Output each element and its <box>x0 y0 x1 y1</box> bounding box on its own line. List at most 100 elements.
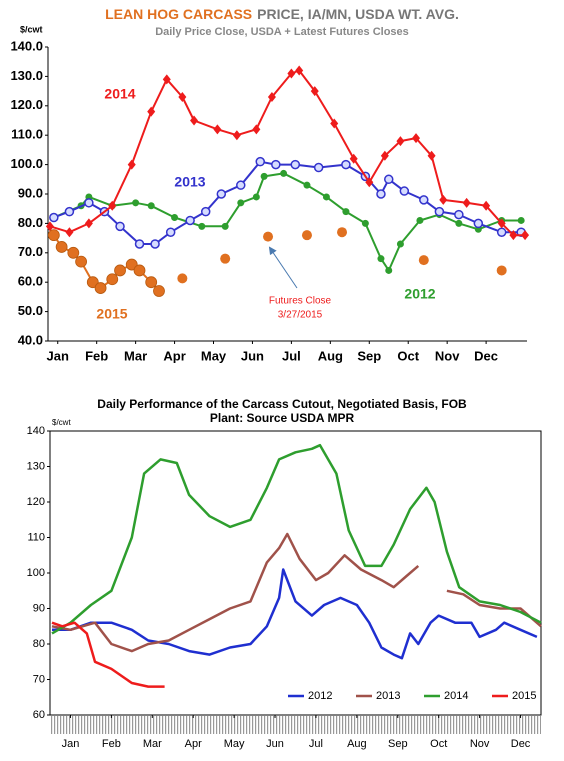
y-tick-label: 100 <box>27 567 45 579</box>
marker <box>473 218 484 229</box>
y-tick-label: 110.0 <box>11 127 43 142</box>
marker <box>177 273 188 284</box>
marker <box>396 240 404 248</box>
marker <box>133 264 146 277</box>
marker <box>200 206 211 217</box>
plot-frame <box>49 430 542 716</box>
chart-title: Plant: Source USDA MPR <box>210 411 355 425</box>
marker <box>377 255 385 263</box>
marker <box>399 186 410 196</box>
marker <box>310 86 319 97</box>
x-tick-label: Dec <box>511 738 531 750</box>
x-tick-label: Sep <box>388 738 408 750</box>
marker <box>147 106 156 117</box>
marker <box>385 266 393 274</box>
x-tick-label: Jan <box>62 738 80 750</box>
annotation: 3/27/2015 <box>278 310 323 321</box>
x-tick-label: Oct <box>397 348 419 363</box>
marker <box>162 74 171 85</box>
marker <box>47 229 60 242</box>
legend-label: 2012 <box>308 690 332 702</box>
marker <box>134 239 145 249</box>
marker <box>255 156 265 167</box>
marker <box>496 265 507 276</box>
marker <box>280 169 288 177</box>
marker <box>349 153 358 164</box>
y-tick-label: 70.0 <box>18 244 43 259</box>
x-tick-label: Nov <box>470 738 490 750</box>
y-tick-label: 140 <box>27 425 45 437</box>
marker <box>221 222 229 230</box>
y-tick-label: 120 <box>27 496 45 508</box>
x-tick-label: Jan <box>47 348 69 363</box>
marker <box>365 177 374 188</box>
marker <box>454 209 464 220</box>
annotation-arrow <box>268 246 298 289</box>
x-tick-label: Jun <box>241 348 264 363</box>
marker <box>330 118 339 129</box>
y-tick-label: 130.0 <box>10 68 43 83</box>
marker <box>434 206 445 217</box>
y-tick-label: 60 <box>33 709 45 721</box>
series-line <box>51 621 165 688</box>
y-tick-label: 80 <box>33 638 45 650</box>
y-axis-unit: $/cwt <box>52 418 71 427</box>
x-tick-label: Jul <box>309 738 323 750</box>
x-tick-label: Mar <box>143 738 162 750</box>
marker <box>271 159 281 170</box>
marker <box>322 193 330 201</box>
marker <box>509 230 518 241</box>
legend-label: 2013 <box>376 690 400 702</box>
x-tick-label: Feb <box>85 348 108 363</box>
x-tick-label: Jun <box>266 738 284 750</box>
marker <box>439 194 448 205</box>
marker <box>190 115 199 126</box>
y-tick-label: 70 <box>33 673 45 685</box>
marker <box>313 162 324 173</box>
y-axis-unit: $/cwt <box>20 24 43 34</box>
marker <box>150 239 160 249</box>
marker <box>198 222 206 230</box>
marker <box>517 216 525 224</box>
chart-subtitle: Daily Price Close, USDA + Latest Futures… <box>155 26 409 38</box>
marker <box>67 246 80 259</box>
x-tick-label: Apr <box>163 348 185 363</box>
marker <box>301 230 312 241</box>
marker <box>64 206 75 217</box>
marker <box>236 180 246 190</box>
marker <box>287 68 296 79</box>
marker <box>106 273 119 286</box>
marker <box>94 282 107 294</box>
marker <box>361 219 369 227</box>
marker <box>496 227 507 237</box>
marker <box>497 218 506 229</box>
x-tick-label: Nov <box>435 348 460 363</box>
marker <box>147 202 155 210</box>
marker <box>290 159 301 170</box>
marker <box>455 219 463 227</box>
marker <box>482 200 491 211</box>
y-tick-label: 90.0 <box>18 185 43 200</box>
marker <box>416 216 424 224</box>
marker <box>232 130 241 141</box>
marker <box>108 200 117 211</box>
y-tick-label: 90 <box>33 602 45 614</box>
marker <box>427 150 436 161</box>
legend-label: 2014 <box>444 690 468 702</box>
series-line <box>53 172 522 272</box>
marker <box>178 91 187 102</box>
y-tick-label: 100.0 <box>10 156 43 171</box>
legend-label: 2015 <box>512 690 536 702</box>
marker <box>145 276 158 289</box>
x-tick-label: Mar <box>124 348 147 363</box>
x-tick-label: Oct <box>430 738 447 750</box>
series-label: 2014 <box>104 86 135 102</box>
marker <box>84 218 93 229</box>
marker <box>341 159 351 170</box>
marker <box>419 195 429 205</box>
marker <box>263 231 274 242</box>
y-tick-label: 140.0 <box>10 38 43 53</box>
marker <box>252 124 261 135</box>
series-line <box>52 568 538 660</box>
